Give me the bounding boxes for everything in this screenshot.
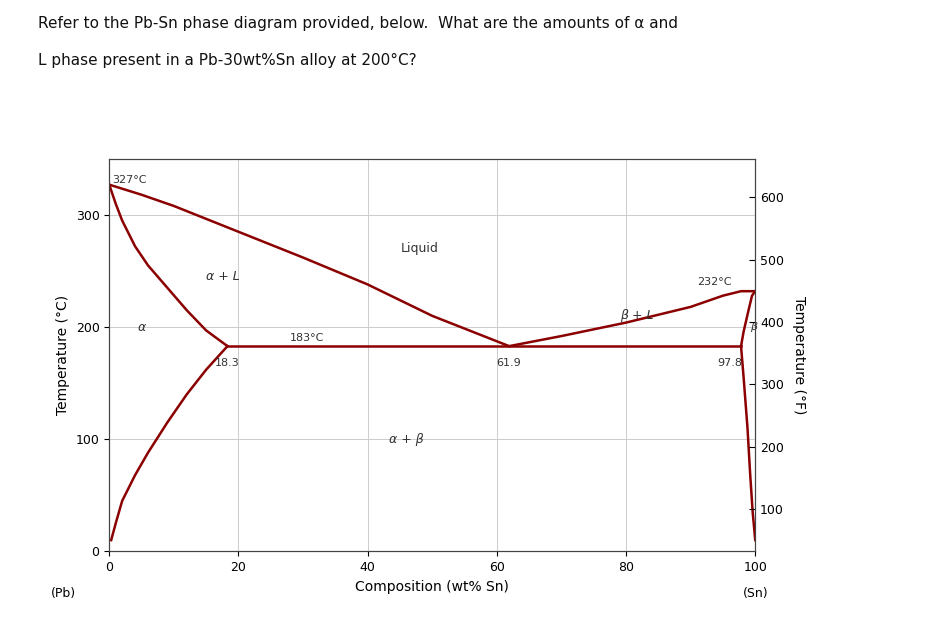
Text: α + β: α + β	[390, 433, 424, 445]
Text: Refer to the Pb-Sn phase diagram provided, below.  What are the amounts of α and: Refer to the Pb-Sn phase diagram provide…	[38, 16, 678, 31]
Text: α: α	[138, 321, 145, 333]
Text: (Sn): (Sn)	[743, 587, 768, 600]
Y-axis label: Temperature (°C): Temperature (°C)	[56, 295, 70, 415]
Text: L phase present in a Pb-30wt%Sn alloy at 200°C?: L phase present in a Pb-30wt%Sn alloy at…	[38, 53, 417, 68]
Y-axis label: Temperature (°F): Temperature (°F)	[792, 296, 807, 414]
Text: 97.8: 97.8	[717, 358, 742, 368]
Text: Liquid: Liquid	[400, 242, 438, 255]
X-axis label: Composition (wt% Sn): Composition (wt% Sn)	[355, 579, 509, 594]
Text: 327°C: 327°C	[112, 174, 147, 184]
Text: 61.9: 61.9	[497, 358, 522, 368]
Text: (Pb): (Pb)	[51, 587, 76, 600]
Text: 183°C: 183°C	[290, 333, 325, 343]
Text: 232°C: 232°C	[697, 277, 732, 287]
Text: α + L: α + L	[206, 270, 240, 283]
Text: 18.3: 18.3	[215, 358, 239, 368]
Text: β + L: β + L	[619, 310, 653, 322]
Text: β: β	[750, 322, 757, 332]
